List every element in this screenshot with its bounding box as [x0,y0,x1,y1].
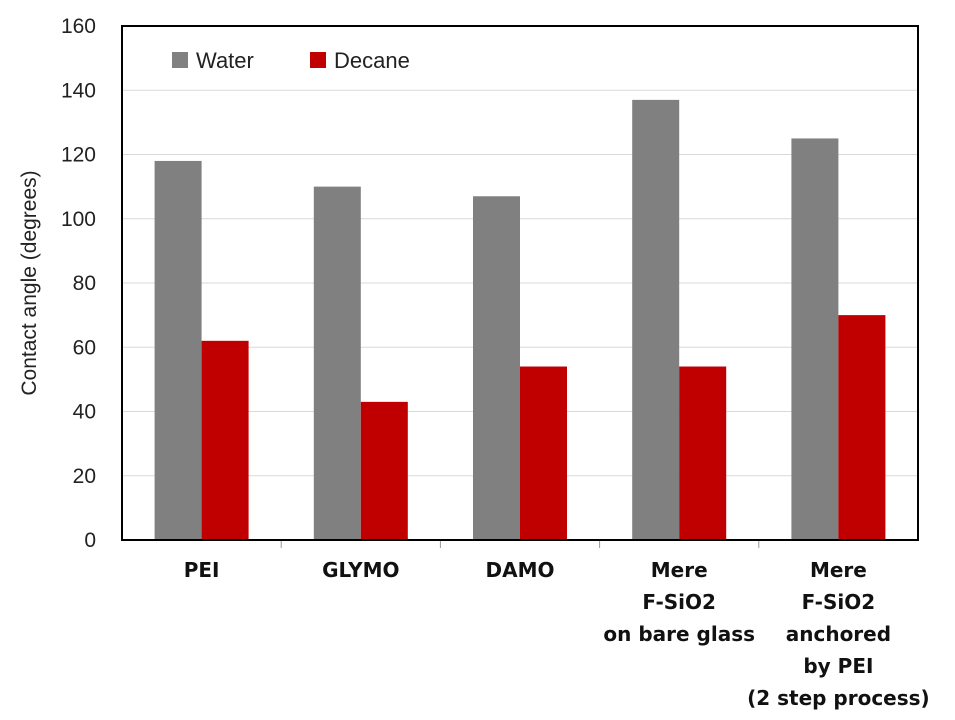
bar-decane [201,340,249,540]
x-category-label: on bare glass [603,622,755,646]
y-tick-label: 140 [61,79,96,102]
y-tick-label: 160 [61,15,96,38]
legend-label-water: Water [196,48,254,73]
y-tick-label: 0 [84,529,96,552]
bar-water [154,160,202,541]
y-axis-label: Contact angle (degrees) [18,170,41,395]
x-category-label: GLYMO [322,558,399,582]
bar-decane [360,401,408,540]
bar-decane [679,366,727,540]
bars [154,99,886,541]
y-tick-label: 120 [61,144,96,167]
legend: Water Decane [172,48,410,73]
x-category-label: Mere [651,558,708,582]
legend-swatch-decane [310,52,326,68]
y-axis-ticks: 0 20 40 60 80 100 120 140 160 [61,15,96,552]
x-category-label: PEI [184,558,220,582]
bar-water [313,186,361,540]
x-category-label: by PEI [803,654,873,678]
x-category-label: F-SiO2 [802,590,876,614]
x-category-label: DAMO [486,558,555,582]
x-category-label: anchored [786,622,891,646]
bar-decane [520,366,567,540]
y-tick-label: 40 [73,401,96,424]
y-tick-label: 100 [61,208,96,231]
y-tick-label: 60 [73,336,96,359]
bar-water [791,138,839,540]
x-category-label: (2 step process) [747,686,930,710]
bar-water [632,99,680,540]
y-tick-label: 80 [73,272,96,295]
x-category-label: F-SiO2 [642,590,716,614]
x-axis-categories: PEI GLYMO DAMO Mere F-SiO2 on bare glass Mere F… [184,540,930,710]
plot-area-frame [121,25,919,541]
bar-water [473,196,520,540]
legend-swatch-water [172,52,188,68]
bar-decane [838,315,886,540]
x-category-label: Mere [810,558,867,582]
y-tick-label: 20 [73,465,96,488]
legend-label-decane: Decane [334,48,410,73]
